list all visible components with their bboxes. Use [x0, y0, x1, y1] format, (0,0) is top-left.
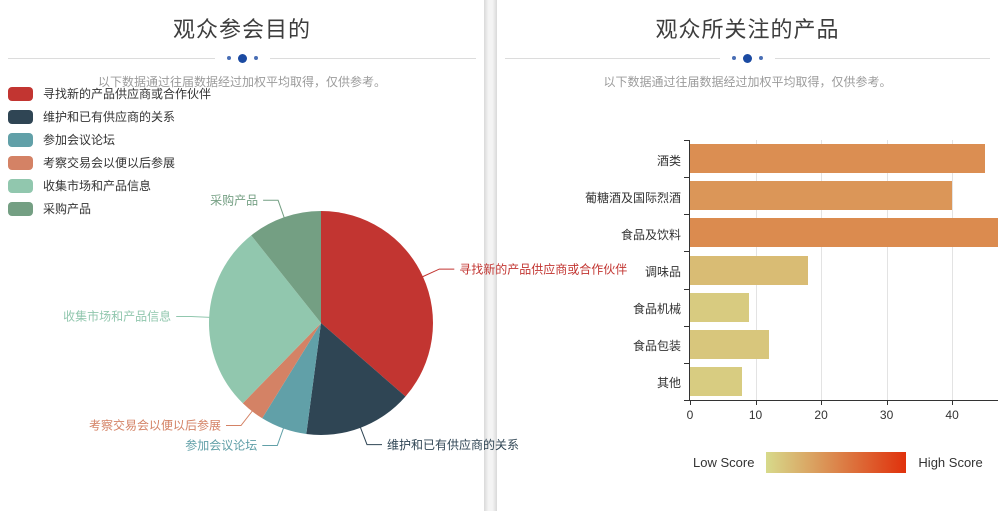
divider-line — [8, 57, 215, 59]
x-axis-tick — [755, 400, 757, 405]
pie-legend: 寻找新的产品供应商或合作伙伴 维护和已有供应商的关系 参加会议论坛考察交易会以便以后… — [8, 87, 211, 225]
x-axis-label: 0 — [686, 408, 694, 422]
y-axis-tick — [684, 362, 690, 364]
pie-slice-5[interactable] — [251, 211, 321, 323]
divider-dot-icon — [759, 56, 763, 60]
legend-swatch — [8, 179, 33, 193]
divider-dot-icon — [743, 53, 752, 63]
legend-label: 寻找新的产品供应商或合作伙伴 — [43, 87, 212, 101]
pie-slice-2[interactable] — [262, 323, 321, 434]
legend-label: 采购产品 — [43, 202, 92, 216]
legend-item-4[interactable]: 收集市场和产品信息 — [8, 179, 211, 193]
x-axis-label: 20 — [814, 408, 828, 422]
divider-line — [775, 57, 990, 59]
left-panel-header: 观众参会目的 以下数据通过往届数据经过加权平均取得，仅供参考。 — [0, 0, 484, 90]
legend-item-5[interactable]: 采购产品 — [8, 202, 211, 216]
legend-swatch — [8, 87, 33, 101]
title-divider — [8, 53, 476, 63]
divider-line — [269, 57, 476, 59]
x-axis-tick — [886, 400, 888, 405]
y-axis-tick — [684, 251, 690, 253]
x-axis-label: 30 — [879, 408, 894, 422]
legend-item-3[interactable]: 考察交易会以便以后参展 — [8, 156, 211, 170]
bar-4[interactable] — [690, 292, 749, 322]
y-axis-tick — [684, 288, 690, 290]
y-axis-tick — [684, 325, 690, 327]
legend-label: 参加会议论坛 — [43, 133, 116, 147]
y-axis-tick — [684, 140, 690, 141]
panel-focused-products: 观众所关注的产品 以下数据通过往届数据经过加权平均取得，仅供参考。 酒类葡糖酒及… — [497, 0, 998, 511]
right-panel-header: 观众所关注的产品 以下数据通过往届数据经过加权平均取得，仅供参考。 — [497, 0, 998, 90]
category-label: 酒类 — [656, 153, 681, 168]
title-divider — [505, 53, 990, 63]
bar-6[interactable] — [690, 366, 743, 396]
pie-slice-3[interactable] — [242, 323, 321, 419]
y-axis-tick — [684, 214, 690, 216]
legend-swatch — [8, 110, 33, 124]
divider-dot-icon — [253, 56, 258, 60]
legend-item-0[interactable]: 寻找新的产品供应商或合作伙伴 — [8, 87, 211, 101]
pie-slice-0[interactable] — [321, 211, 433, 397]
legend-swatch — [8, 133, 33, 147]
left-chart-subtitle: 以下数据通过往届数据经过加权平均取得，仅供参考。 — [97, 75, 386, 89]
visualmap-low-label: Low Score — [693, 455, 755, 470]
x-axis-tick — [952, 400, 954, 405]
x-axis-label: 10 — [748, 408, 763, 422]
visualmap-gradient-bar — [766, 452, 907, 473]
category-label: 调味品 — [644, 265, 681, 279]
category-label: 食品包装 — [632, 339, 681, 354]
visualmap-high-label: High Score — [918, 455, 983, 470]
x-axis-label: 40 — [945, 408, 959, 422]
bar-category-axis: 酒类葡糖酒及国际烈酒食品及饮料调味品食品机械食品包装其他 — [497, 140, 681, 400]
bar-plot-area: 0 10 20 30 40 — [684, 140, 998, 422]
category-label: 葡糖酒及国际烈酒 — [584, 190, 681, 205]
bar-1[interactable] — [690, 181, 953, 211]
pie-slice-1[interactable] — [306, 323, 406, 435]
legend-item-1[interactable]: 维护和已有供应商的关系 — [8, 110, 211, 124]
divider-dot-icon — [732, 56, 736, 60]
category-label: 其他 — [656, 376, 681, 391]
y-axis-tick — [684, 177, 690, 179]
gridline — [952, 140, 954, 400]
divider-dot-icon — [226, 56, 231, 60]
x-axis-tick — [821, 400, 823, 405]
gridline — [886, 140, 888, 400]
y-axis-tick — [684, 400, 690, 401]
panel-divider — [484, 0, 497, 511]
gridline — [821, 140, 823, 400]
visualmap-legend: Low Score High Score — [693, 452, 983, 473]
legend-swatch — [8, 156, 33, 170]
legend-label: 维护和已有供应商的关系 — [43, 110, 176, 124]
pie-slice-4[interactable] — [208, 235, 321, 404]
left-chart-title: 观众参会目的 — [172, 17, 311, 42]
category-label: 食品及饮料 — [620, 227, 681, 242]
legend-swatch — [8, 202, 33, 216]
right-chart-title: 观众所关注的产品 — [655, 17, 840, 42]
bar-5[interactable] — [690, 329, 769, 359]
divider-dot-icon — [237, 53, 247, 63]
right-chart-subtitle: 以下数据通过往届数据经过加权平均取得，仅供参考。 — [603, 75, 892, 89]
category-label: 食品机械 — [632, 302, 681, 317]
legend-item-2[interactable]: 参加会议论坛 — [8, 133, 211, 147]
divider-line — [505, 57, 720, 59]
legend-label: 考察交易会以便以后参展 — [43, 156, 176, 170]
x-axis-tick — [690, 400, 691, 405]
bar-2[interactable] — [690, 218, 998, 248]
bar-0[interactable] — [690, 144, 985, 174]
legend-label: 收集市场和产品信息 — [43, 179, 152, 193]
bar-3[interactable] — [690, 255, 808, 285]
